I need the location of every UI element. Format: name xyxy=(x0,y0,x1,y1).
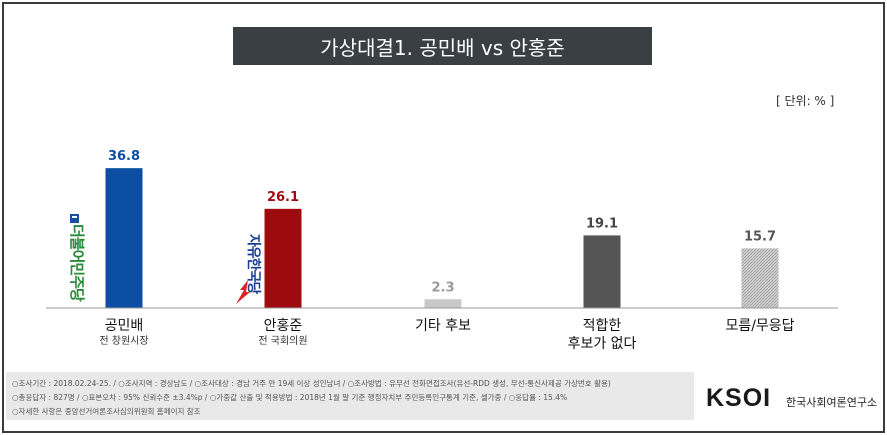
survey-footer: ○조사기간 : 2018.02.24-25. / ○조사지역 : 경상남도 / … xyxy=(6,372,694,420)
data-label-4: 15.7 xyxy=(744,229,776,244)
unit-label: [ 단위: % ] xyxy=(776,94,835,108)
liberty-korea-party-logo: 자유한국당 xyxy=(234,232,266,304)
democratic-party-logo-icon xyxy=(70,214,79,223)
bar-2 xyxy=(424,299,462,308)
category-name-0-0: 공민배 xyxy=(104,318,144,334)
liberty-korea-party-logo-text: 자유한국당 xyxy=(245,234,261,294)
data-label-1: 26.1 xyxy=(267,190,299,205)
democratic-party-logo: 더불어민주당 xyxy=(64,212,98,304)
ksoi-logo-brand: KSOI xyxy=(706,384,772,412)
data-label-0: 36.8 xyxy=(108,149,140,164)
category-name-1-0: 안홍준 xyxy=(263,318,303,334)
democratic-party-logo-text: 더불어민주당 xyxy=(68,224,86,301)
ksoi-logo: KSOI 한국사회여론연구소 xyxy=(706,384,878,414)
bar-0 xyxy=(105,168,143,308)
category-name-2-0: 기타 후보 xyxy=(415,318,471,334)
data-label-3: 19.1 xyxy=(586,216,618,231)
ksoi-logo-name: 한국사회여론연구소 xyxy=(786,396,878,409)
chart-title: 가상대결1. 공민배 vs 안홍준 xyxy=(233,27,652,65)
bar-1 xyxy=(264,208,302,308)
category-subtitle-1: 전 국회의원 xyxy=(258,336,308,347)
data-label-2: 2.3 xyxy=(431,280,454,295)
bar-4 xyxy=(741,248,779,308)
category-label-2: 기타 후보 xyxy=(373,317,513,335)
footer-line-1: ○조사기간 : 2018.02.24-25. / ○조사지역 : 경상남도 / … xyxy=(12,379,611,388)
footer-line-2: ○총응답자 : 827명 / ○표본오차 : 95% 신뢰수준 ±3.4%p /… xyxy=(12,393,568,402)
category-label-4: 모름/무응답 xyxy=(690,317,830,335)
category-name-3-1: 후보가 없다 xyxy=(567,336,637,352)
category-name-3-0: 적합한 xyxy=(582,318,622,334)
category-subtitle-0: 전 창원시장 xyxy=(99,336,149,347)
liberty-korea-party-logo-icon xyxy=(236,280,250,304)
bar-3 xyxy=(583,235,621,308)
footer-line-3: ○자세한 사항은 중앙선거여론조사심의위원회 홈페이지 참조 xyxy=(12,407,201,416)
category-name-4-0: 모름/무응답 xyxy=(725,318,795,334)
